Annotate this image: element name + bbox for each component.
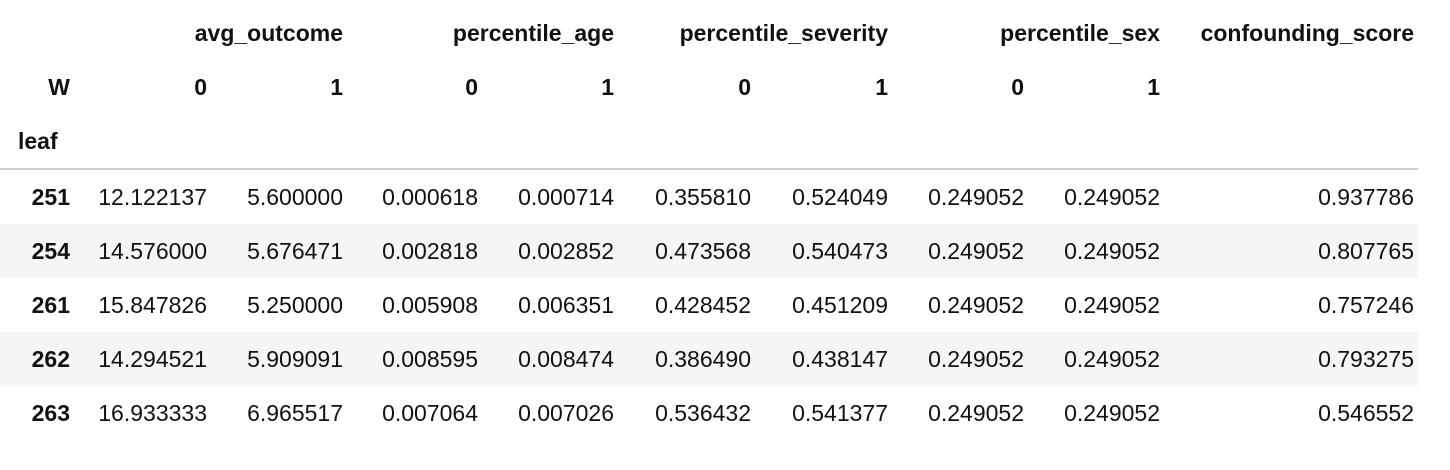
row-index: 261 [31,291,70,318]
table-cell: 0.249052 [1064,291,1160,318]
table-cell: 0.249052 [928,345,1024,372]
table-cell: 6.965517 [247,399,343,426]
table-cell: 5.909091 [247,345,343,372]
table-cell: 0.249052 [1064,345,1160,372]
row-index: 262 [31,345,70,372]
table-cell: 0.005908 [382,291,478,318]
table-cell: 0.451209 [792,291,888,318]
table-cell: 0.355810 [655,183,751,210]
table-row: 262 14.294521 5.909091 0.008595 0.008474… [0,332,1418,386]
header-sub-1: 1 [330,73,343,100]
table-cell: 5.600000 [247,183,343,210]
header-sub-blank [1164,60,1418,114]
table-cell: 0.536432 [655,399,751,426]
table-cell: 14.576000 [98,237,207,264]
table-cell: 5.250000 [247,291,343,318]
header-sub-0: 0 [1011,73,1024,100]
table-cell: 0.007026 [518,399,614,426]
header-group-percentile-sex: percentile_sex [1000,19,1160,46]
table-row: 263 16.933333 6.965517 0.007064 0.007026… [0,386,1418,440]
table-cell: 0.000714 [518,183,614,210]
table-cell: 0.006351 [518,291,614,318]
table-cell: 0.002852 [518,237,614,264]
header-sub-0: 0 [738,73,751,100]
table-cell: 0.249052 [1064,237,1160,264]
row-index: 263 [31,399,70,426]
table-cell: 12.122137 [98,183,207,210]
table-cell: 0.008595 [382,345,478,372]
header-group-avg-outcome: avg_outcome [194,19,343,46]
table-cell: 0.249052 [928,399,1024,426]
header-group-percentile-severity: percentile_severity [679,19,888,46]
table-cell: 0.546552 [1318,399,1414,426]
table-cell: 0.793275 [1318,345,1414,372]
table-cell: 0.937786 [1318,183,1414,210]
header-row-index-name: leaf [0,114,1418,170]
header-sub-1: 1 [601,73,614,100]
table-cell: 0.007064 [382,399,478,426]
table-cell: 0.386490 [655,345,751,372]
table-cell: 0.249052 [1064,399,1160,426]
table-cell: 0.249052 [928,291,1024,318]
table-cell: 0.524049 [792,183,888,210]
header-level-name-w: W [48,73,70,100]
table-cell: 0.008474 [518,345,614,372]
table-cell: 0.807765 [1318,237,1414,264]
table-cell: 0.757246 [1318,291,1414,318]
table-cell: 0.000618 [382,183,478,210]
table-cell: 0.002818 [382,237,478,264]
header-corner-blank [0,6,76,60]
header-confounding-score: confounding_score [1200,19,1414,46]
index-name-leaf: leaf [0,114,76,170]
table-cell: 5.676471 [247,237,343,264]
header-sub-0: 0 [194,73,207,100]
table-row: 251 12.122137 5.600000 0.000618 0.000714… [0,169,1418,224]
header-group-percentile-age: percentile_age [452,19,614,46]
row-index: 254 [31,237,70,264]
table-cell: 0.540473 [792,237,888,264]
table-row: 254 14.576000 5.676471 0.002818 0.002852… [0,224,1418,278]
header-sub-1: 1 [875,73,888,100]
header-sub-0: 0 [465,73,478,100]
table-cell: 15.847826 [98,291,207,318]
header-sub-1: 1 [1147,73,1160,100]
table-row: 261 15.847826 5.250000 0.005908 0.006351… [0,278,1418,332]
table-cell: 16.933333 [98,399,207,426]
table-cell: 14.294521 [98,345,207,372]
table-cell: 0.428452 [655,291,751,318]
header-row-columns: avg_outcome percentile_age percentile_se… [0,6,1418,60]
dataframe-table: avg_outcome percentile_age percentile_se… [0,6,1418,440]
table-cell: 0.473568 [655,237,751,264]
table-cell: 0.249052 [928,183,1024,210]
table-cell: 0.541377 [792,399,888,426]
table-cell: 0.438147 [792,345,888,372]
table-cell: 0.249052 [1064,183,1160,210]
row-index: 251 [31,183,70,210]
header-row-w: W 0 1 0 1 0 1 0 1 [0,60,1418,114]
table-cell: 0.249052 [928,237,1024,264]
